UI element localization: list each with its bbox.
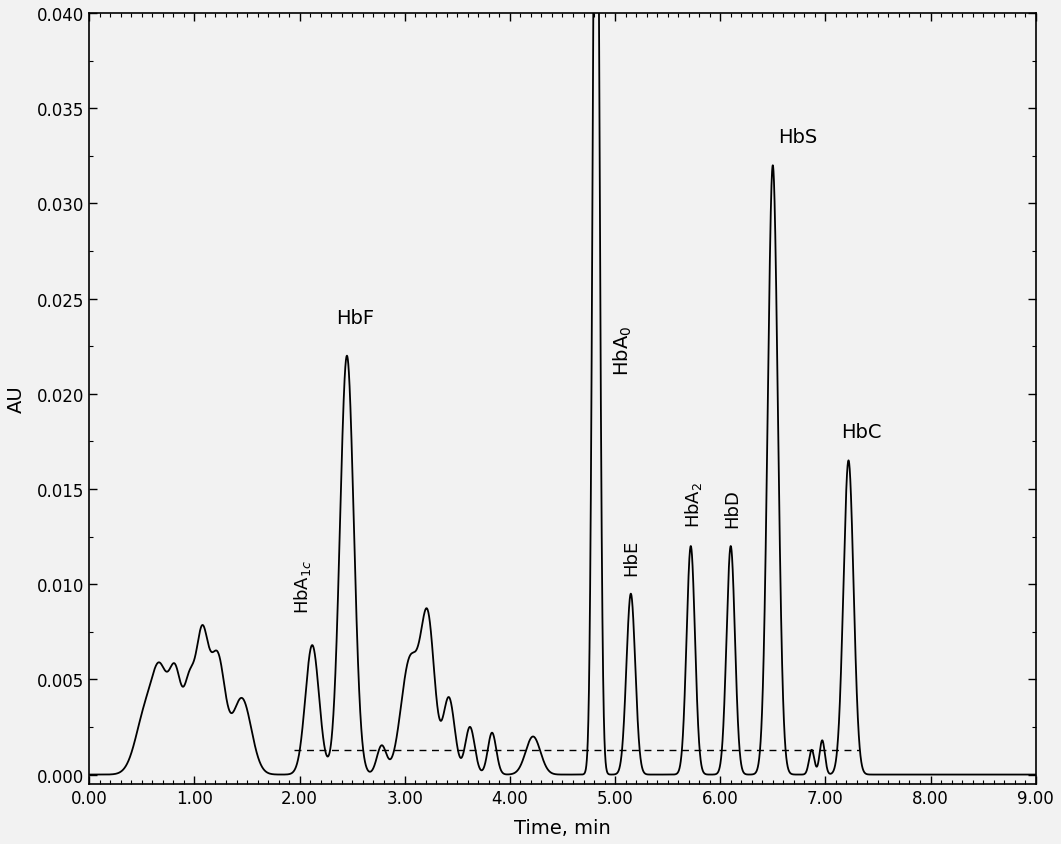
Text: HbA$_{2}$: HbA$_{2}$ (683, 481, 705, 528)
Text: HbA$_{1c}$: HbA$_{1c}$ (292, 559, 313, 613)
Text: HbA$_{0}$: HbA$_{0}$ (612, 325, 634, 376)
Text: HbS: HbS (778, 128, 817, 147)
Text: HbC: HbC (841, 423, 882, 441)
Text: HbF: HbF (336, 309, 375, 327)
Text: HbD: HbD (724, 489, 742, 528)
X-axis label: Time, min: Time, min (515, 818, 611, 837)
Y-axis label: AU: AU (7, 385, 25, 413)
Text: HbE: HbE (623, 538, 641, 575)
